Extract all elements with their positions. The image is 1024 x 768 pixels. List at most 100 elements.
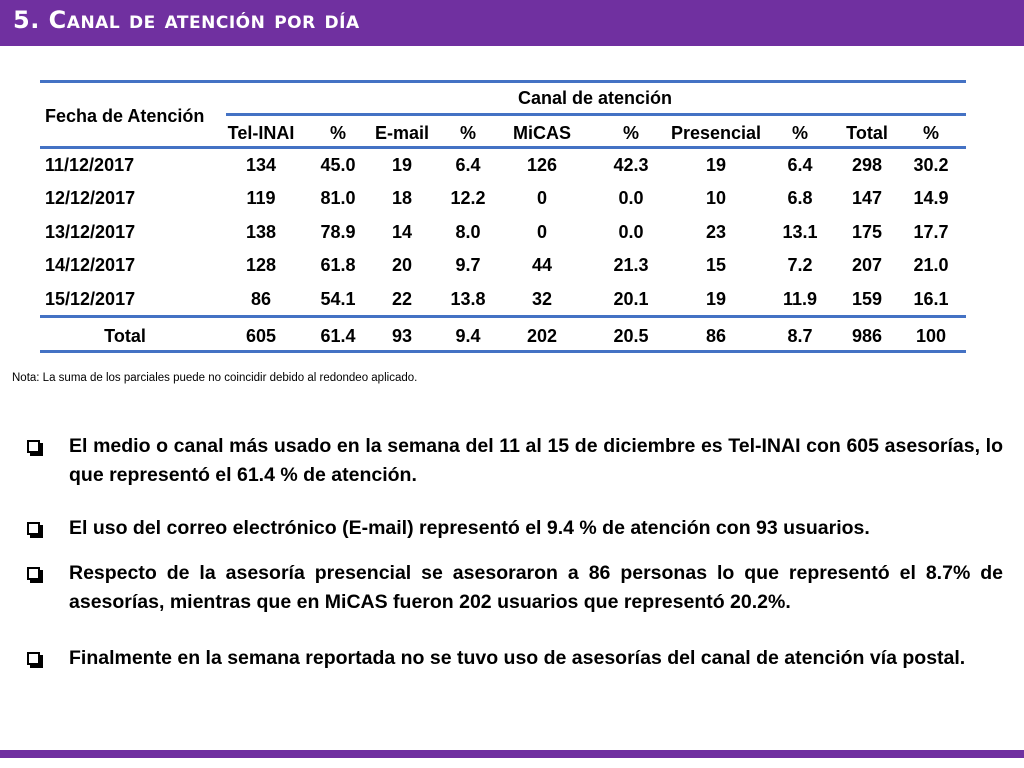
col-header-presencial: Presencial	[670, 123, 762, 143]
table-cell: 0.0	[618, 222, 644, 242]
attention-table: Fecha de Atención Canal de atención Tel-…	[40, 80, 966, 355]
table-bottom-rule	[40, 350, 966, 353]
table-cell: 10	[705, 188, 727, 208]
table-cell: 61.8	[320, 255, 356, 275]
table-cell: 298	[851, 155, 883, 175]
total-cell: 100	[915, 326, 947, 346]
col-header-pct-micas: %	[622, 123, 640, 143]
col-header-pct-email: %	[459, 123, 477, 143]
table-cell: 45.0	[320, 155, 356, 175]
date-cell: 13/12/2017	[45, 222, 136, 242]
table-cell: 30.2	[913, 155, 949, 175]
total-cell: 93	[391, 326, 413, 346]
table-cell: 15	[705, 255, 727, 275]
table-cell: 207	[851, 255, 883, 275]
table-cell: 175	[851, 222, 883, 242]
table-cell: 0	[536, 222, 548, 242]
table-cell: 22	[391, 289, 413, 309]
table-cell: 11.9	[782, 289, 818, 309]
bullet-item: Respecto de la asesoría presencial se as…	[27, 559, 1003, 617]
table-cell: 138	[245, 222, 277, 242]
table-top-rule	[40, 80, 966, 83]
bullet-text: Respecto de la asesoría presencial se as…	[69, 562, 1003, 613]
bullet-text: El medio o canal más usado en la semana …	[69, 435, 1003, 486]
table-cell: 6.4	[455, 155, 481, 175]
table-cell: 134	[245, 155, 277, 175]
col-header-tel-inai: Tel-INAI	[227, 123, 295, 143]
bullet-item: El uso del correo electrónico (E-mail) r…	[27, 514, 1003, 543]
date-cell: 14/12/2017	[45, 255, 136, 275]
table-cell: 19	[705, 289, 727, 309]
total-cell: 9.4	[455, 326, 481, 346]
table-header-bottom-rule	[40, 146, 966, 149]
table-cell: 0	[536, 188, 548, 208]
table-cell: 18	[391, 188, 413, 208]
date-cell: 12/12/2017	[45, 188, 136, 208]
checkbox-bullet-icon	[27, 440, 43, 456]
bottom-bar	[0, 750, 1024, 758]
table-cell: 126	[526, 155, 558, 175]
table-cell: 20	[391, 255, 413, 275]
table-cell: 147	[851, 188, 883, 208]
table-cell: 0.0	[618, 188, 644, 208]
table-cell: 23	[705, 222, 727, 242]
table-cell: 86	[250, 289, 272, 309]
table-cell: 6.4	[787, 155, 813, 175]
table-cell: 78.9	[320, 222, 356, 242]
table-cell: 6.8	[787, 188, 813, 208]
table-cell: 81.0	[320, 188, 356, 208]
date-cell: 15/12/2017	[45, 289, 136, 309]
col-header-pct-presencial: %	[791, 123, 809, 143]
total-cell: 20.5	[613, 326, 649, 346]
table-cell: 44	[531, 255, 553, 275]
slide-title: 5. Canal de atención por día	[13, 6, 360, 34]
table-cell: 8.0	[455, 222, 481, 242]
row-header: Fecha de Atención	[45, 106, 205, 126]
table-cell: 14	[391, 222, 413, 242]
checkbox-bullet-icon	[27, 567, 43, 583]
col-header-total: Total	[846, 123, 888, 143]
col-header-micas: MiCAS	[513, 123, 571, 143]
total-cell: 605	[245, 326, 277, 346]
checkbox-bullet-icon	[27, 652, 43, 668]
total-cell: 8.7	[787, 326, 813, 346]
group-header: Canal de atención	[517, 88, 673, 108]
date-cell: 11/12/2017	[45, 155, 135, 175]
table-cell: 17.7	[913, 222, 949, 242]
table-cell: 32	[531, 289, 553, 309]
table-total-rule	[40, 315, 966, 318]
table-note: Nota: La suma de los parciales puede no …	[12, 372, 418, 384]
col-header-pct-tel-inai: %	[329, 123, 347, 143]
total-cell: 202	[526, 326, 558, 346]
table-cell: 42.3	[613, 155, 649, 175]
table-header-rule	[226, 113, 966, 116]
table-cell: 159	[851, 289, 883, 309]
total-cell: 86	[705, 326, 727, 346]
table-cell: 7.2	[787, 255, 813, 275]
table-cell: 19	[705, 155, 727, 175]
table-cell: 14.9	[913, 188, 949, 208]
table-cell: 20.1	[613, 289, 649, 309]
total-cell: 986	[851, 326, 883, 346]
table-cell: 119	[246, 188, 276, 208]
table-cell: 128	[245, 255, 277, 275]
table-cell: 19	[391, 155, 413, 175]
table-cell: 12.2	[450, 188, 486, 208]
table-cell: 13.1	[782, 222, 818, 242]
table-cell: 21.0	[913, 255, 949, 275]
table-cell: 16.1	[913, 289, 949, 309]
table-cell: 13.8	[450, 289, 486, 309]
bullet-text: El uso del correo electrónico (E-mail) r…	[69, 517, 870, 539]
bullet-item: El medio o canal más usado en la semana …	[27, 432, 1003, 490]
col-header-email: E-mail	[374, 123, 430, 143]
col-header-pct-total: %	[922, 123, 940, 143]
bullet-item: Finalmente en la semana reportada no se …	[27, 644, 1003, 673]
table-cell: 21.3	[613, 255, 649, 275]
bullet-text: Finalmente en la semana reportada no se …	[69, 647, 966, 669]
title-bar: 5. Canal de atención por día	[0, 0, 1024, 46]
table-cell: 54.1	[320, 289, 356, 309]
checkbox-bullet-icon	[27, 522, 43, 538]
total-cell: 61.4	[320, 326, 356, 346]
table-cell: 9.7	[455, 255, 481, 275]
total-label-cell: Total	[104, 326, 146, 346]
